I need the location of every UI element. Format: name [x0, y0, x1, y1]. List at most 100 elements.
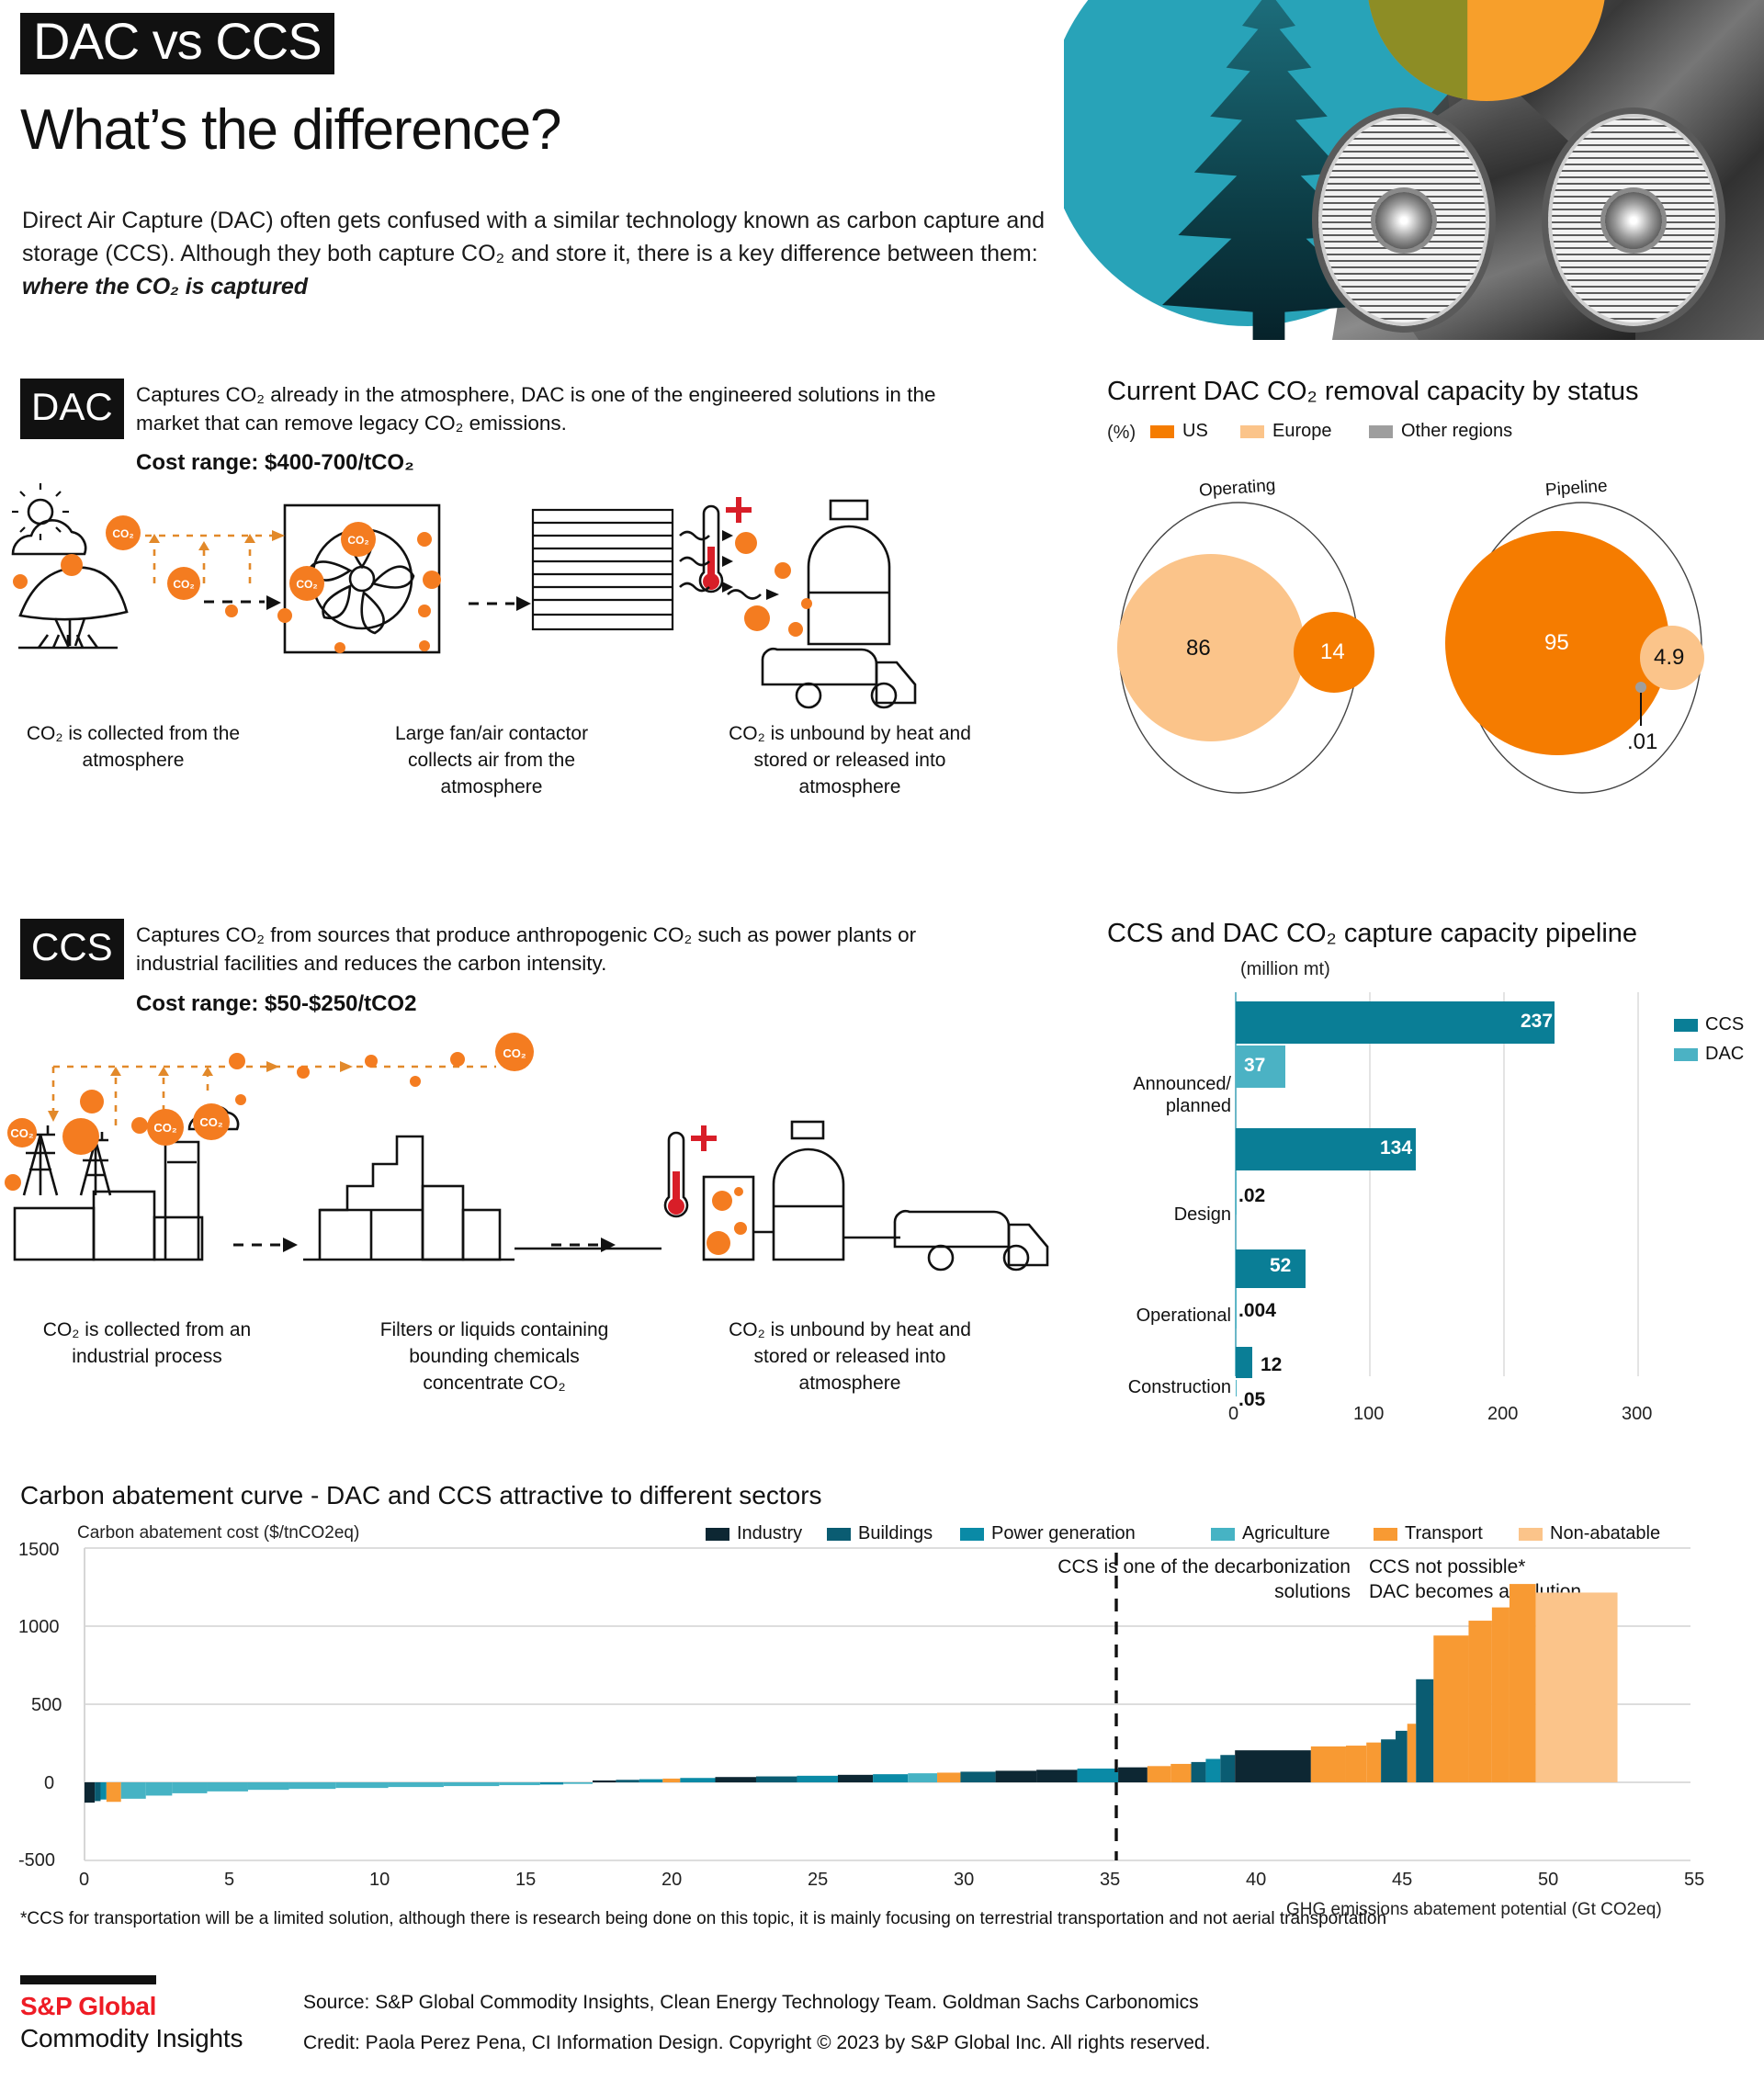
legend-swatch-non-abatable — [1519, 1527, 1543, 1541]
abatement-chart-svg — [84, 1543, 1690, 1861]
abatement-bar — [120, 1782, 146, 1799]
dac-fan-photo-1 — [1312, 107, 1496, 333]
ccs-caption-3: CO₂ is unbound by heat and stored or rel… — [729, 1319, 971, 1394]
abatement-bar — [1191, 1761, 1206, 1782]
bar-ccs-construction — [1236, 1347, 1252, 1378]
abatement-bar — [247, 1782, 289, 1791]
dac-badge: DAC — [20, 379, 124, 439]
bubble-pipeline-us — [1445, 531, 1669, 755]
abatement-legend-item-industry[interactable]: Industry — [706, 1523, 802, 1544]
abatement-bar — [1433, 1635, 1469, 1782]
abatement-xtick-20: 20 — [662, 1870, 683, 1890]
svg-text:CO₂: CO₂ — [112, 527, 133, 540]
dac-diagram-svg: CO₂ CO₂ CO₂ CO₂ — [11, 483, 917, 709]
bubble-value-operating-europe: 86 — [1186, 636, 1211, 661]
abatement-legend-item-nonabatable[interactable]: Non-abatable — [1519, 1523, 1660, 1544]
abatement-bar — [1147, 1766, 1171, 1782]
legend-label-transport: Transport — [1405, 1523, 1483, 1543]
abatement-bar — [85, 1782, 96, 1803]
bar-legend-item-ccs[interactable]: CCS — [1674, 1014, 1744, 1035]
abatement-bar — [755, 1776, 797, 1782]
abatement-bar — [288, 1782, 336, 1790]
abatement-bar — [539, 1782, 564, 1785]
ccs-cost-range: Cost range: $50-$250/tCO2 — [136, 991, 417, 1016]
bar-dac-design — [1236, 1172, 1237, 1215]
page-kicker: DAC vs CCS — [20, 13, 334, 75]
abatement-xtick-55: 55 — [1684, 1870, 1705, 1890]
dac-caption-2: Large fan/air contactor collects air fro… — [394, 723, 589, 797]
bar-ccs-operational — [1236, 1249, 1306, 1288]
bar-value-ccs-construction: 12 — [1261, 1354, 1283, 1375]
abatement-legend-item-agriculture[interactable]: Agriculture — [1211, 1523, 1330, 1544]
abatement-bar — [937, 1772, 961, 1782]
svg-text:CO₂: CO₂ — [153, 1121, 177, 1135]
svg-text:CO₂: CO₂ — [296, 578, 317, 591]
legend-label-agriculture: Agriculture — [1242, 1523, 1330, 1543]
bubble-value-operating-us: 14 — [1320, 639, 1345, 664]
abatement-xtick-25: 25 — [808, 1870, 829, 1890]
bubble-legend-item-us[interactable]: US — [1150, 421, 1208, 442]
abatement-bar — [106, 1782, 121, 1803]
abatement-chart-title: Carbon abatement curve - DAC and CCS att… — [20, 1481, 822, 1509]
bar-value-dac-construction: .05 — [1238, 1389, 1266, 1410]
legend-label-other: Other regions — [1401, 421, 1513, 441]
abatement-bar — [1345, 1746, 1367, 1782]
abatement-bar — [1036, 1769, 1078, 1782]
brand-name-top: S&P Global — [20, 1992, 156, 2020]
abatement-bar — [388, 1782, 444, 1788]
dac-cost-range: Cost range: $400-700/tCO₂ — [136, 450, 414, 475]
abatement-bar — [1396, 1730, 1408, 1782]
legend-swatch-other — [1369, 424, 1393, 438]
abatement-xtick-10: 10 — [369, 1870, 390, 1890]
abatement-bar — [207, 1782, 248, 1792]
bubble-value-pipeline-other: .01 — [1627, 729, 1658, 754]
bubble-pipeline-other — [1635, 682, 1646, 693]
bar-ccs-design — [1236, 1128, 1416, 1170]
abatement-legend-item-power[interactable]: Power generation — [960, 1523, 1136, 1544]
abatement-legend-item-buildings[interactable]: Buildings — [827, 1523, 933, 1544]
bubble-operating-us — [1294, 612, 1374, 693]
abatement-bar — [797, 1775, 838, 1782]
legend-swatch-power-generation — [960, 1527, 984, 1541]
bar-value-ccs-announced: 237 — [1521, 1011, 1554, 1032]
legend-swatch-buildings — [827, 1527, 851, 1541]
abatement-bar — [995, 1770, 1037, 1782]
bar-value-ccs-design: 134 — [1380, 1137, 1413, 1159]
abatement-ytick-500: 500 — [31, 1695, 62, 1715]
bubble-legend-item-europe[interactable]: Europe — [1240, 421, 1332, 442]
svg-text:CO₂: CO₂ — [10, 1126, 34, 1140]
brand-name-bottom: Commodity Insights — [20, 2024, 243, 2052]
bubble-chart-title: Current DAC CO₂ removal capacity by stat… — [1107, 377, 1639, 406]
intro-paragraph: Direct Air Capture (DAC) often gets conf… — [22, 204, 1069, 303]
abatement-xtick-45: 45 — [1392, 1870, 1413, 1890]
abatement-bar — [1416, 1679, 1434, 1782]
bubble-legend-item-other[interactable]: Other regions — [1369, 421, 1512, 442]
legend-label-power-generation: Power generation — [991, 1523, 1136, 1543]
abatement-bar — [715, 1777, 756, 1782]
legend-swatch-transport — [1374, 1527, 1397, 1541]
bar-chart-svg — [1235, 992, 1639, 1396]
abatement-bar — [639, 1779, 663, 1782]
bar-dac-announced — [1236, 1046, 1285, 1088]
abatement-bar — [1077, 1769, 1119, 1782]
abatement-bar — [172, 1782, 208, 1793]
bar-legend-item-dac[interactable]: DAC — [1674, 1044, 1744, 1065]
abatement-bar — [1535, 1592, 1618, 1782]
abatement-xtick-40: 40 — [1246, 1870, 1267, 1890]
abatement-legend-item-transport[interactable]: Transport — [1374, 1523, 1483, 1544]
dac-fan-photo-2 — [1542, 107, 1725, 333]
bar-chart-subtitle: (million mt) — [1240, 959, 1330, 979]
bar-value-ccs-operational: 52 — [1270, 1255, 1292, 1276]
sp-global-rule — [20, 1975, 156, 1984]
abatement-bar-group — [85, 1584, 1618, 1803]
svg-text:CO₂: CO₂ — [173, 578, 194, 591]
abatement-bar — [1205, 1758, 1221, 1782]
abatement-xtick-0: 0 — [79, 1870, 90, 1890]
bubble-value-pipeline-us: 95 — [1544, 630, 1569, 655]
bar-category-announced: Announced/ planned — [1133, 1074, 1231, 1116]
bubble-chart-plot — [1093, 496, 1736, 799]
abatement-bar — [960, 1771, 996, 1782]
abatement-bar — [145, 1782, 173, 1796]
bubble-chart-svg — [1117, 502, 1704, 794]
